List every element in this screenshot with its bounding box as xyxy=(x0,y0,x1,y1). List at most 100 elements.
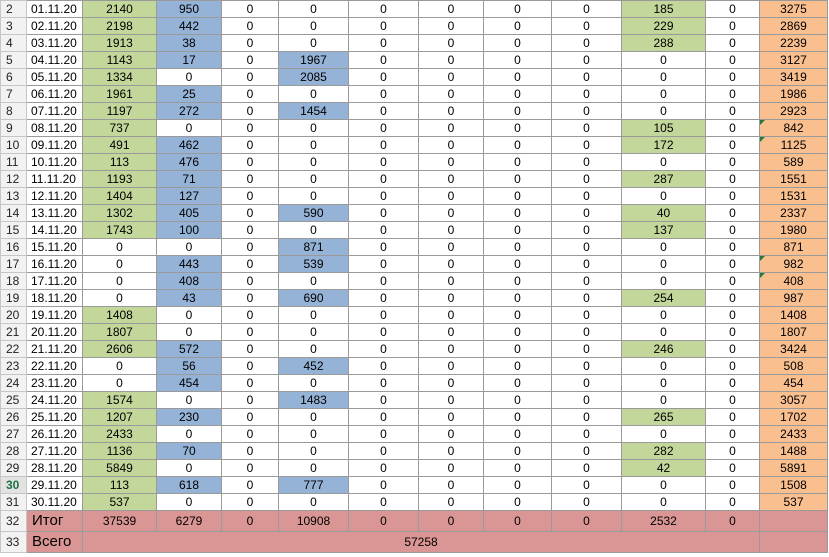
data-cell[interactable]: 950 xyxy=(156,0,222,18)
data-cell[interactable]: 0 xyxy=(418,459,484,477)
data-cell[interactable]: 1334 xyxy=(82,68,157,86)
data-cell[interactable]: 0 xyxy=(418,17,484,35)
data-cell[interactable]: 0 xyxy=(348,0,419,18)
data-cell[interactable]: 0 xyxy=(705,323,760,341)
data-cell[interactable]: 405 xyxy=(156,204,222,222)
data-cell[interactable]: 42 xyxy=(621,459,706,477)
data-cell[interactable]: 1574 xyxy=(82,391,157,409)
data-cell[interactable]: 0 xyxy=(705,391,760,409)
data-cell[interactable]: 172 xyxy=(621,136,706,154)
data-cell[interactable]: 0 xyxy=(348,289,419,307)
data-cell[interactable]: 0 xyxy=(483,136,552,154)
total-cell[interactable]: 2532 xyxy=(621,510,706,532)
data-cell[interactable]: 0 xyxy=(551,408,622,426)
data-cell[interactable]: 0 xyxy=(705,0,760,18)
total-cell[interactable]: 0 xyxy=(705,510,760,532)
data-cell[interactable]: 246 xyxy=(621,340,706,358)
date-cell[interactable]: 02.11.20 xyxy=(26,17,83,35)
data-cell[interactable]: 185 xyxy=(621,0,706,18)
data-cell[interactable]: 0 xyxy=(418,306,484,324)
data-cell[interactable]: 137 xyxy=(621,221,706,239)
data-cell[interactable]: 0 xyxy=(621,476,706,494)
data-cell[interactable]: 0 xyxy=(418,255,484,273)
data-cell[interactable]: 0 xyxy=(418,85,484,103)
data-cell[interactable]: 0 xyxy=(418,374,484,392)
data-cell[interactable]: 0 xyxy=(551,238,622,256)
data-cell[interactable]: 0 xyxy=(705,102,760,120)
date-cell[interactable]: 07.11.20 xyxy=(26,102,83,120)
data-cell[interactable]: 0 xyxy=(551,102,622,120)
data-cell[interactable]: 0 xyxy=(551,289,622,307)
data-cell[interactable]: 5849 xyxy=(82,459,157,477)
data-cell[interactable]: 0 xyxy=(221,323,279,341)
data-cell[interactable]: 0 xyxy=(221,493,279,511)
data-cell[interactable]: 1986 xyxy=(759,85,828,103)
total-cell[interactable]: 0 xyxy=(483,510,552,532)
data-cell[interactable]: 0 xyxy=(156,306,222,324)
data-cell[interactable]: 0 xyxy=(221,170,279,188)
date-cell[interactable]: 17.11.20 xyxy=(26,272,83,290)
row-header[interactable]: 4 xyxy=(0,34,27,52)
data-cell[interactable]: 0 xyxy=(156,238,222,256)
data-cell[interactable]: 0 xyxy=(483,476,552,494)
data-cell[interactable]: 113 xyxy=(82,153,157,171)
data-cell[interactable]: 0 xyxy=(221,68,279,86)
data-cell[interactable]: 0 xyxy=(705,187,760,205)
data-cell[interactable]: 491 xyxy=(82,136,157,154)
data-cell[interactable]: 0 xyxy=(621,102,706,120)
data-cell[interactable]: 0 xyxy=(221,476,279,494)
data-cell[interactable]: 0 xyxy=(621,323,706,341)
row-header[interactable]: 13 xyxy=(0,187,27,205)
data-cell[interactable]: 70 xyxy=(156,442,222,460)
data-cell[interactable]: 1702 xyxy=(759,408,828,426)
data-cell[interactable]: 0 xyxy=(483,0,552,18)
data-cell[interactable]: 0 xyxy=(483,187,552,205)
data-cell[interactable]: 0 xyxy=(418,323,484,341)
data-cell[interactable]: 0 xyxy=(551,493,622,511)
data-cell[interactable]: 0 xyxy=(418,493,484,511)
data-cell[interactable]: 0 xyxy=(278,442,349,460)
data-cell[interactable]: 0 xyxy=(705,221,760,239)
row-header[interactable]: 17 xyxy=(0,255,27,273)
data-cell[interactable]: 1967 xyxy=(278,51,349,69)
data-cell[interactable]: 0 xyxy=(705,476,760,494)
data-cell[interactable]: 0 xyxy=(418,425,484,443)
data-cell[interactable]: 113 xyxy=(82,476,157,494)
data-cell[interactable]: 0 xyxy=(348,323,419,341)
row-header[interactable]: 27 xyxy=(0,425,27,443)
data-cell[interactable]: 0 xyxy=(221,340,279,358)
data-cell[interactable]: 0 xyxy=(82,357,157,375)
data-cell[interactable]: 0 xyxy=(705,272,760,290)
data-cell[interactable]: 1483 xyxy=(278,391,349,409)
data-cell[interactable]: 0 xyxy=(278,374,349,392)
data-cell[interactable]: 1408 xyxy=(82,306,157,324)
row-header[interactable]: 18 xyxy=(0,272,27,290)
data-cell[interactable]: 1551 xyxy=(759,170,828,188)
row-header[interactable]: 11 xyxy=(0,153,27,171)
data-cell[interactable]: 0 xyxy=(551,51,622,69)
data-cell[interactable]: 0 xyxy=(483,68,552,86)
data-cell[interactable]: 2606 xyxy=(82,340,157,358)
data-cell[interactable]: 0 xyxy=(348,238,419,256)
data-cell[interactable]: 2198 xyxy=(82,17,157,35)
date-cell[interactable]: 09.11.20 xyxy=(26,136,83,154)
data-cell[interactable]: 0 xyxy=(483,119,552,137)
data-cell[interactable]: 0 xyxy=(621,272,706,290)
data-cell[interactable]: 0 xyxy=(705,136,760,154)
data-cell[interactable]: 476 xyxy=(156,153,222,171)
data-cell[interactable]: 0 xyxy=(551,340,622,358)
data-cell[interactable]: 2337 xyxy=(759,204,828,222)
data-cell[interactable]: 0 xyxy=(278,187,349,205)
data-cell[interactable]: 871 xyxy=(278,238,349,256)
data-cell[interactable]: 0 xyxy=(348,272,419,290)
row-header[interactable]: 21 xyxy=(0,323,27,341)
data-cell[interactable]: 0 xyxy=(348,17,419,35)
total-label[interactable]: Итог xyxy=(26,510,83,532)
data-cell[interactable]: 0 xyxy=(278,323,349,341)
data-cell[interactable]: 254 xyxy=(621,289,706,307)
data-cell[interactable]: 2433 xyxy=(759,425,828,443)
data-cell[interactable]: 452 xyxy=(278,357,349,375)
date-cell[interactable]: 26.11.20 xyxy=(26,425,83,443)
data-cell[interactable]: 737 xyxy=(82,119,157,137)
date-cell[interactable]: 19.11.20 xyxy=(26,306,83,324)
